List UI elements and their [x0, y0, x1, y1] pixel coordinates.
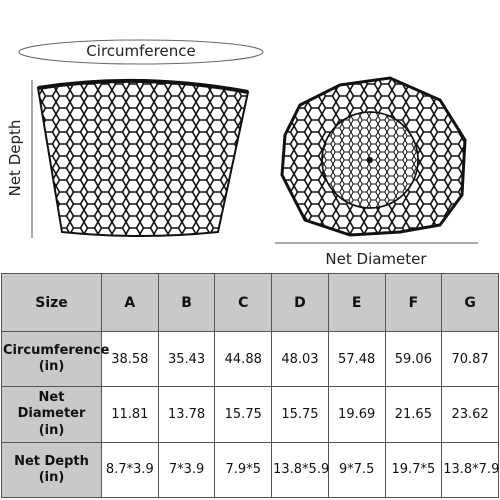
- row-label: Circumference (in): [1, 331, 109, 388]
- header-cell: Size: [1, 272, 102, 333]
- illustration: Circumference Net Depth Net Diameter: [6, 39, 478, 268]
- header-cell: F: [384, 272, 443, 333]
- cell: 15.75: [214, 386, 273, 443]
- size-table: Size A B C D E F G Circumference (in) 38.58 35.43 4…: [1, 272, 499, 499]
- header-row: Size A B C D E F G: [1, 272, 499, 333]
- cell: 8.7*3.9: [101, 441, 159, 499]
- cell: 15.75: [271, 386, 329, 443]
- cell: 19.69: [327, 386, 386, 443]
- cell: 70.87: [441, 331, 499, 388]
- cell: 48.03: [271, 331, 329, 388]
- header-cell: G: [441, 272, 499, 333]
- table-row: Net Diameter (in) 11.81 13.78 15.75 15.75 19.…: [1, 386, 499, 443]
- header-cell: C: [214, 272, 273, 333]
- header-cell: B: [157, 272, 216, 333]
- cell: 21.65: [384, 386, 443, 443]
- net-center: [367, 157, 373, 163]
- table-row: Net Depth (in) 8.7*3.9 7*3.9 7.9*5 13.8*5.9 9…: [1, 441, 499, 499]
- circumference-ring: [18, 39, 264, 65]
- cell: 7.9*5: [214, 441, 273, 499]
- net-side: [36, 79, 250, 237]
- circumference-label: Circumference: [86, 42, 195, 60]
- cell: 13.8*7.9: [441, 441, 499, 499]
- table-body: Size A B C D E F G Circumference (in) 38.58 35.43 4…: [1, 272, 499, 499]
- net-diameter-label: Net Diameter: [325, 250, 427, 268]
- table-row: Circumference (in) 38.58 35.43 44.88 48.03 57…: [1, 331, 499, 388]
- cell: 35.43: [157, 331, 216, 388]
- header-cell: D: [271, 272, 329, 333]
- cell: 11.81: [101, 386, 159, 443]
- header-cell: A: [101, 272, 159, 333]
- cell: 9*7.5: [327, 441, 386, 499]
- net-rim: [37, 78, 249, 94]
- header-cell: E: [327, 272, 386, 333]
- cell: 57.48: [327, 331, 386, 388]
- cell: 38.58: [101, 331, 159, 388]
- cell: 13.78: [157, 386, 216, 443]
- row-label: Net Depth (in): [1, 441, 102, 499]
- cell: 59.06: [384, 331, 443, 388]
- cell: 13.8*5.9: [271, 441, 329, 499]
- cell: 23.62: [441, 386, 499, 443]
- net-depth-label: Net Depth: [6, 120, 24, 197]
- cell: 44.88: [214, 331, 273, 388]
- row-label: Net Diameter (in): [1, 386, 102, 443]
- cell: 19.7*5: [384, 441, 443, 499]
- cell: 7*3.9: [157, 441, 216, 499]
